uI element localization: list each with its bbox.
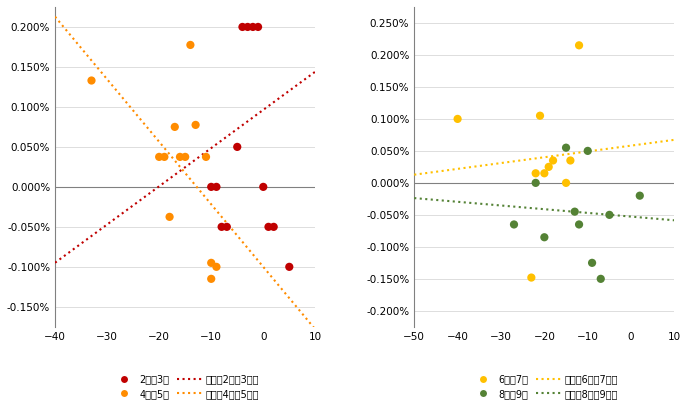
- Point: [544, 163, 555, 170]
- Point: [159, 153, 170, 160]
- Point: [604, 212, 615, 218]
- Point: [539, 170, 550, 177]
- Point: [180, 153, 191, 160]
- Point: [574, 42, 585, 49]
- Point: [200, 153, 211, 160]
- Point: [258, 184, 269, 190]
- Point: [535, 112, 546, 119]
- Point: [634, 192, 645, 199]
- Point: [248, 23, 259, 30]
- Point: [242, 23, 253, 30]
- Point: [206, 184, 217, 190]
- Legend: 2月・3月, 4月・5月, 線形（2月・3月）, 線形（4月・5月）: 2月・3月, 4月・5月, 線形（2月・3月）, 線形（4月・5月）: [107, 370, 263, 403]
- Point: [211, 184, 222, 190]
- Point: [175, 153, 186, 160]
- Point: [595, 275, 606, 282]
- Point: [164, 214, 175, 220]
- Point: [153, 153, 164, 160]
- Point: [548, 157, 559, 164]
- Point: [530, 170, 541, 177]
- Point: [565, 157, 576, 164]
- Point: [252, 23, 264, 30]
- Point: [211, 264, 222, 270]
- Legend: 6月・7月, 8月・9月, 線形（6月・7月）, 線形（8月・9月）: 6月・7月, 8月・9月, 線形（6月・7月）, 線形（8月・9月）: [466, 370, 622, 403]
- Point: [185, 41, 196, 48]
- Point: [216, 223, 227, 230]
- Point: [574, 221, 585, 228]
- Point: [206, 259, 217, 266]
- Point: [530, 179, 541, 186]
- Point: [232, 144, 243, 150]
- Point: [169, 124, 180, 130]
- Point: [561, 179, 572, 186]
- Point: [268, 223, 279, 230]
- Point: [283, 264, 294, 270]
- Point: [561, 144, 572, 151]
- Point: [263, 223, 274, 230]
- Point: [539, 234, 550, 241]
- Point: [452, 116, 463, 122]
- Point: [526, 274, 537, 281]
- Point: [206, 275, 217, 282]
- Point: [237, 23, 248, 30]
- Point: [222, 223, 233, 230]
- Point: [569, 208, 580, 215]
- Point: [86, 77, 97, 84]
- Point: [582, 147, 593, 154]
- Point: [508, 221, 519, 228]
- Point: [190, 122, 201, 128]
- Point: [587, 259, 598, 266]
